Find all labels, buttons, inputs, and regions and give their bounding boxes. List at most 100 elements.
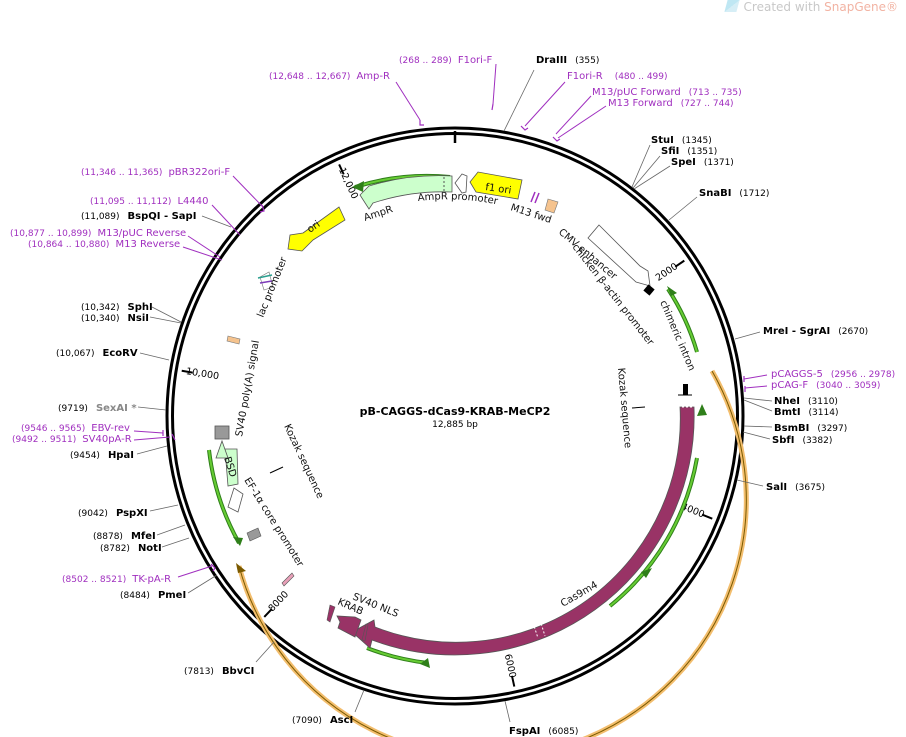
feature-krab [336, 615, 362, 638]
site-ecorv: (10,067) EcoRV [56, 348, 138, 359]
site-mfei: (8878) MfeI [93, 531, 156, 542]
lac-operator-mark [257, 274, 273, 279]
feature-gray-square [214, 425, 230, 440]
site-sbfi: SbfI (3382) [772, 435, 832, 446]
primer-mark-sv40pa [171, 433, 176, 441]
primer-m13-reverse: (10,864 .. 10,880) M13 Reverse [28, 239, 180, 250]
site-leader-bsmbi [743, 425, 773, 428]
site-noti: (8782) NotI [100, 543, 162, 554]
site-leader-bmti [743, 399, 773, 412]
orf-green-intron-head [667, 286, 677, 296]
site-leader-mfei [156, 524, 186, 536]
site-leader-mrei [734, 331, 761, 340]
feature-ampr [359, 175, 453, 210]
orf-green-bsd-head [233, 537, 243, 546]
site-leader-nhei [743, 397, 773, 402]
plasmid-name: pB-CAGGS-dCas9-KRAB-MeCP2 [360, 405, 551, 418]
site-sexai: (9719) SexAI * [58, 403, 137, 414]
feature-sv40-polya-label: SV40 poly(A) signal [234, 339, 262, 437]
site-leader-pmei [187, 574, 218, 594]
site-labels: DraIII (355) StuI (1345) SfiI (1351) SpeI (1… [56, 55, 868, 737]
site-leader-sphi [151, 306, 182, 323]
site-sali: SalI (3675) [766, 482, 825, 493]
tick-mark [263, 608, 273, 618]
primer-m13-forward: M13 Forward (727 .. 744) [608, 98, 734, 109]
primer-f1ori-f: (268 .. 289) F1ori-F [399, 55, 493, 66]
kozak-left-mark [269, 466, 284, 474]
primer-leader-m13-fwd [557, 105, 607, 139]
orf-green-bsd-inner [208, 449, 240, 544]
feature-kozak-left-label: Kozak sequence [281, 423, 325, 501]
primer-m13-puc-forward: M13/pUC Forward (713 .. 735) [592, 87, 742, 98]
orf-green-right-head2 [641, 568, 652, 578]
site-leader-ecorv [139, 352, 170, 361]
site-leader-pspxi [149, 504, 179, 512]
watermark-prefix: Created with [743, 0, 825, 14]
primer-leader-pcaggs-5 [743, 374, 768, 380]
feature-intron-mark [683, 384, 688, 395]
site-leader-nsii [149, 316, 182, 324]
tick-mark [701, 513, 713, 520]
watermark-brand: SnapGene [824, 0, 886, 14]
primer-pcaggs-5: pCAGGS-5 (2956 .. 2978) [771, 369, 895, 380]
primer-f1ori-r: F1ori-R (480 .. 499) [567, 71, 668, 82]
primer-amp-r: (12,648 .. 12,667) Amp-R [269, 71, 390, 82]
feature-cas9m4 [351, 406, 695, 656]
site-leader-spei [633, 165, 671, 190]
primer-leader-f1ori-r [524, 81, 566, 127]
primer-leader-m13-puc-rev [187, 235, 221, 258]
feature-ef1a-box [246, 527, 262, 542]
site-sfii: SfiI (1351) [661, 146, 717, 157]
feature-ampr-promoter [454, 173, 468, 194]
site-leader-sexai [137, 406, 167, 411]
m13-fwd-mark-2 [534, 192, 540, 204]
primer-leader-m13-rev [182, 246, 223, 261]
primer-leader-m13-puc-fwd [555, 95, 592, 135]
site-leader-bspqi [201, 215, 232, 228]
feature-pink-marker [281, 572, 295, 587]
m13-fwd-mark-1 [530, 191, 536, 203]
watermark: Created with SnapGene® [723, 0, 898, 14]
feature-sv40-nls [361, 623, 369, 642]
site-pspxi: (9042) PspXI [78, 508, 148, 519]
primer-ebv-rev: (9546 .. 9565) EBV-rev [21, 423, 130, 434]
primer-leader-pbr322ori-f [232, 175, 264, 208]
cas9-divider-2 [539, 619, 546, 637]
tick-label: 2000 [654, 261, 680, 284]
feature-bsd-head [215, 439, 229, 459]
primer-mark-pbr322 [259, 204, 265, 213]
tick-label: 8000 [266, 589, 291, 614]
site-bbvci: (7813) BbvCI [184, 666, 254, 677]
feature-ori [287, 206, 346, 252]
orf-green-bottom-head [420, 658, 430, 668]
primer-leader-sv40pa-r [133, 436, 171, 441]
site-stui: StuI (1345) [651, 135, 712, 146]
orf-green-right-inner [609, 457, 698, 607]
feature-sv40-polya [226, 335, 241, 345]
site-leader-sfii [632, 155, 661, 189]
primer-leader-l4440 [211, 204, 241, 236]
primer-mark-amp-r [419, 120, 424, 126]
primer-mark-tk [210, 563, 216, 572]
feature-cba-promoter-mark [643, 284, 655, 296]
primer-m13-puc-reverse: (10,877 .. 10,899) M13/pUC Reverse [10, 228, 186, 239]
site-leader-sbfi [742, 431, 771, 440]
site-pmei: (8484) PmeI [120, 590, 186, 601]
site-bspqi: (11,089) BspQI - SapI [81, 211, 196, 222]
primer-pcag-f: pCAG-F (3040 .. 3059) [771, 380, 880, 391]
tick-label: 12,000 [336, 166, 360, 201]
feature-m13-primer-box [544, 198, 559, 214]
tick-mark [338, 163, 345, 175]
primer-leader-ebv-rev [133, 430, 164, 434]
site-leader-sali [736, 479, 764, 487]
tick-mark [510, 675, 516, 687]
primer-sv40pa-r: (9492 .. 9511) SV40pA-R [12, 434, 132, 445]
tick-label: 10,000 [185, 366, 220, 382]
site-sphi: (10,342) SphI [81, 302, 153, 313]
site-bsmbi: BsmBI (3297) [774, 423, 847, 434]
primer-tk-pa-r: (8502 .. 8521) TK-pA-R [62, 574, 171, 585]
primer-mark-f1ori-r [520, 125, 529, 131]
cas9-divider-1 [532, 622, 539, 639]
site-snabi: SnaBI (1712) [699, 188, 769, 199]
